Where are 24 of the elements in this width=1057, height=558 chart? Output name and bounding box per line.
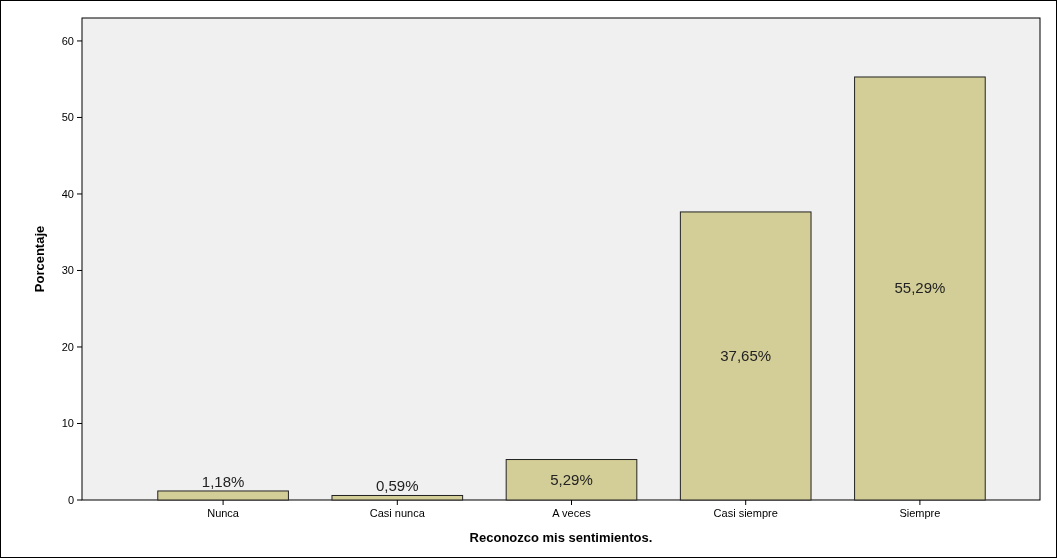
y-tick-label: 60 bbox=[61, 34, 74, 47]
x-tick-label: Siempre bbox=[899, 507, 941, 519]
bar bbox=[679, 211, 812, 501]
data-label: 0,59% bbox=[376, 477, 419, 495]
data-label: 37,65% bbox=[720, 346, 772, 364]
bar bbox=[854, 76, 986, 501]
data-label: 55,29% bbox=[894, 279, 946, 297]
y-axis-title: Porcentaje bbox=[32, 225, 47, 293]
y-tick-label: 50 bbox=[61, 111, 74, 124]
bar bbox=[505, 459, 638, 501]
bar bbox=[157, 490, 289, 501]
x-tick-label: Casi nunca bbox=[369, 507, 426, 519]
y-tick-label: 0 bbox=[67, 494, 74, 506]
x-tick-label: Nunca bbox=[207, 507, 240, 519]
x-tick-label: Casi siempre bbox=[713, 507, 778, 519]
y-tick-label: 20 bbox=[61, 340, 74, 353]
x-tick-label: A veces bbox=[552, 507, 592, 519]
data-label: 1,18% bbox=[201, 472, 245, 490]
x-axis-title: Reconozco mis sentimientos. bbox=[469, 530, 653, 545]
y-tick-label: 30 bbox=[61, 264, 74, 277]
y-tick-label: 40 bbox=[61, 187, 74, 200]
y-tick-label: 10 bbox=[61, 417, 74, 430]
bar bbox=[331, 494, 464, 501]
data-label: 5,29% bbox=[550, 470, 593, 488]
